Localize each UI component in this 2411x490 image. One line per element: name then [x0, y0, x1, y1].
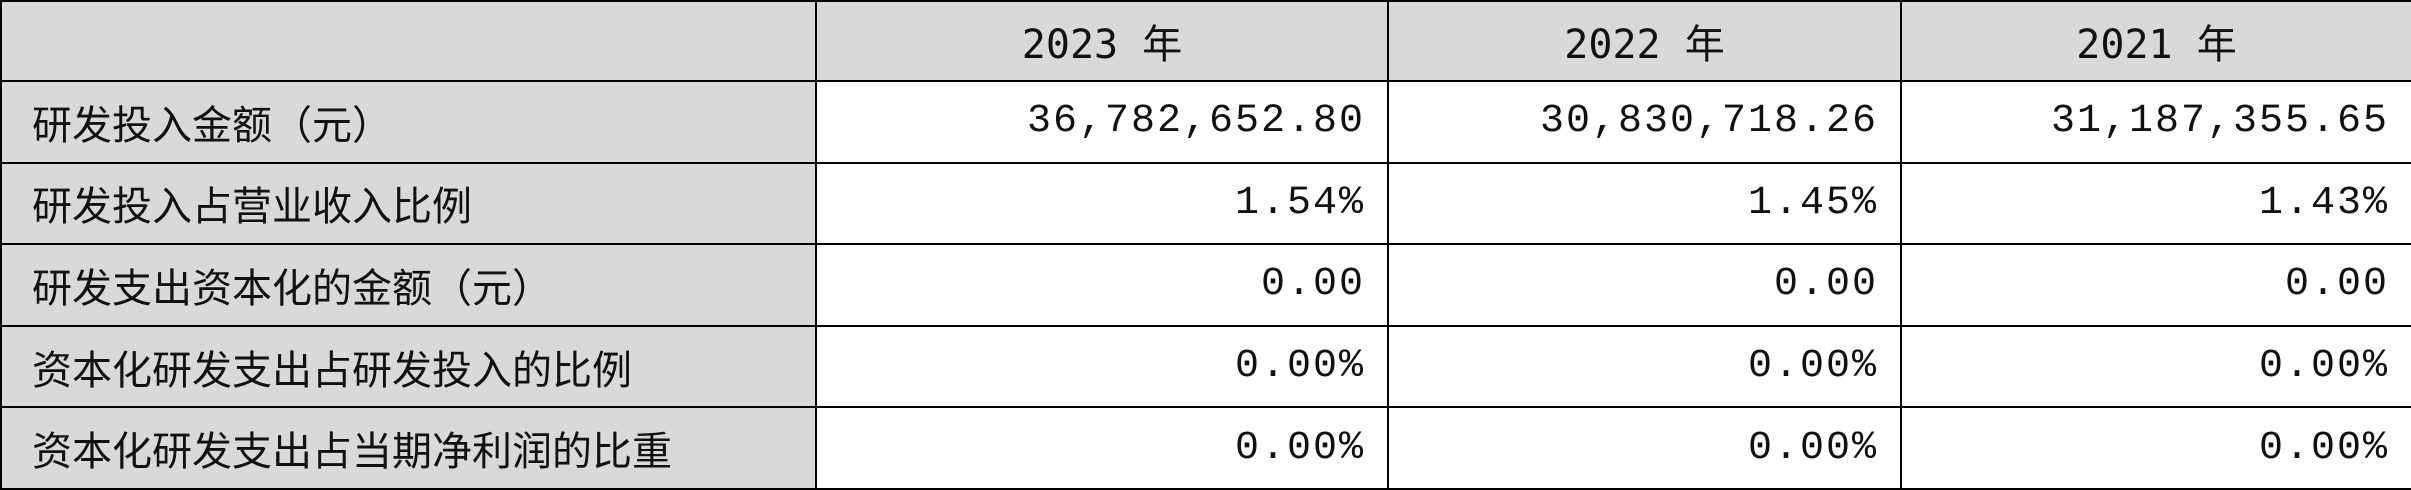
header-row: 2023 年 2022 年 2021 年 — [0, 0, 2411, 82]
table-row: 研发投入金额（元） 36,782,652.80 30,830,718.26 31,18… — [0, 80, 2411, 164]
value-cell: 31,187,355.65 — [1900, 80, 2411, 164]
column-header: 2021 年 — [1900, 0, 2411, 82]
value-cell: 0.00 — [1900, 243, 2411, 327]
value-cell: 0.00% — [815, 406, 1389, 490]
value-cell: 0.00 — [1387, 243, 1902, 327]
column-header: 2023 年 — [815, 0, 1389, 82]
row-label: 研发投入占营业收入比例 — [0, 161, 817, 246]
value-cell: 0.00% — [1900, 406, 2411, 490]
row-label: 研发支出资本化的金额（元） — [0, 243, 817, 327]
column-header: 2022 年 — [1387, 0, 1902, 82]
row-label: 研发投入金额（元） — [0, 80, 817, 164]
value-cell: 0.00% — [1900, 324, 2411, 409]
value-cell: 0.00 — [815, 243, 1389, 327]
table-row: 研发投入占营业收入比例 1.54% 1.45% 1.43% — [0, 161, 2411, 246]
value-cell: 1.45% — [1387, 161, 1902, 246]
table-row: 资本化研发支出占研发投入的比例 0.00% 0.00% 0.00% — [0, 324, 2411, 409]
value-cell: 0.00% — [815, 324, 1389, 409]
value-cell: 0.00% — [1387, 406, 1902, 490]
table-row: 研发支出资本化的金额（元） 0.00 0.00 0.00 — [0, 243, 2411, 327]
table-row: 资本化研发支出占当期净利润的比重 0.00% 0.00% 0.00% — [0, 406, 2411, 490]
corner-cell — [0, 0, 817, 82]
value-cell: 1.54% — [815, 161, 1389, 246]
row-label: 资本化研发支出占当期净利润的比重 — [0, 406, 817, 490]
row-label: 资本化研发支出占研发投入的比例 — [0, 324, 817, 409]
value-cell: 30,830,718.26 — [1387, 80, 1902, 164]
value-cell: 1.43% — [1900, 161, 2411, 246]
value-cell: 0.00% — [1387, 324, 1902, 409]
value-cell: 36,782,652.80 — [815, 80, 1389, 164]
